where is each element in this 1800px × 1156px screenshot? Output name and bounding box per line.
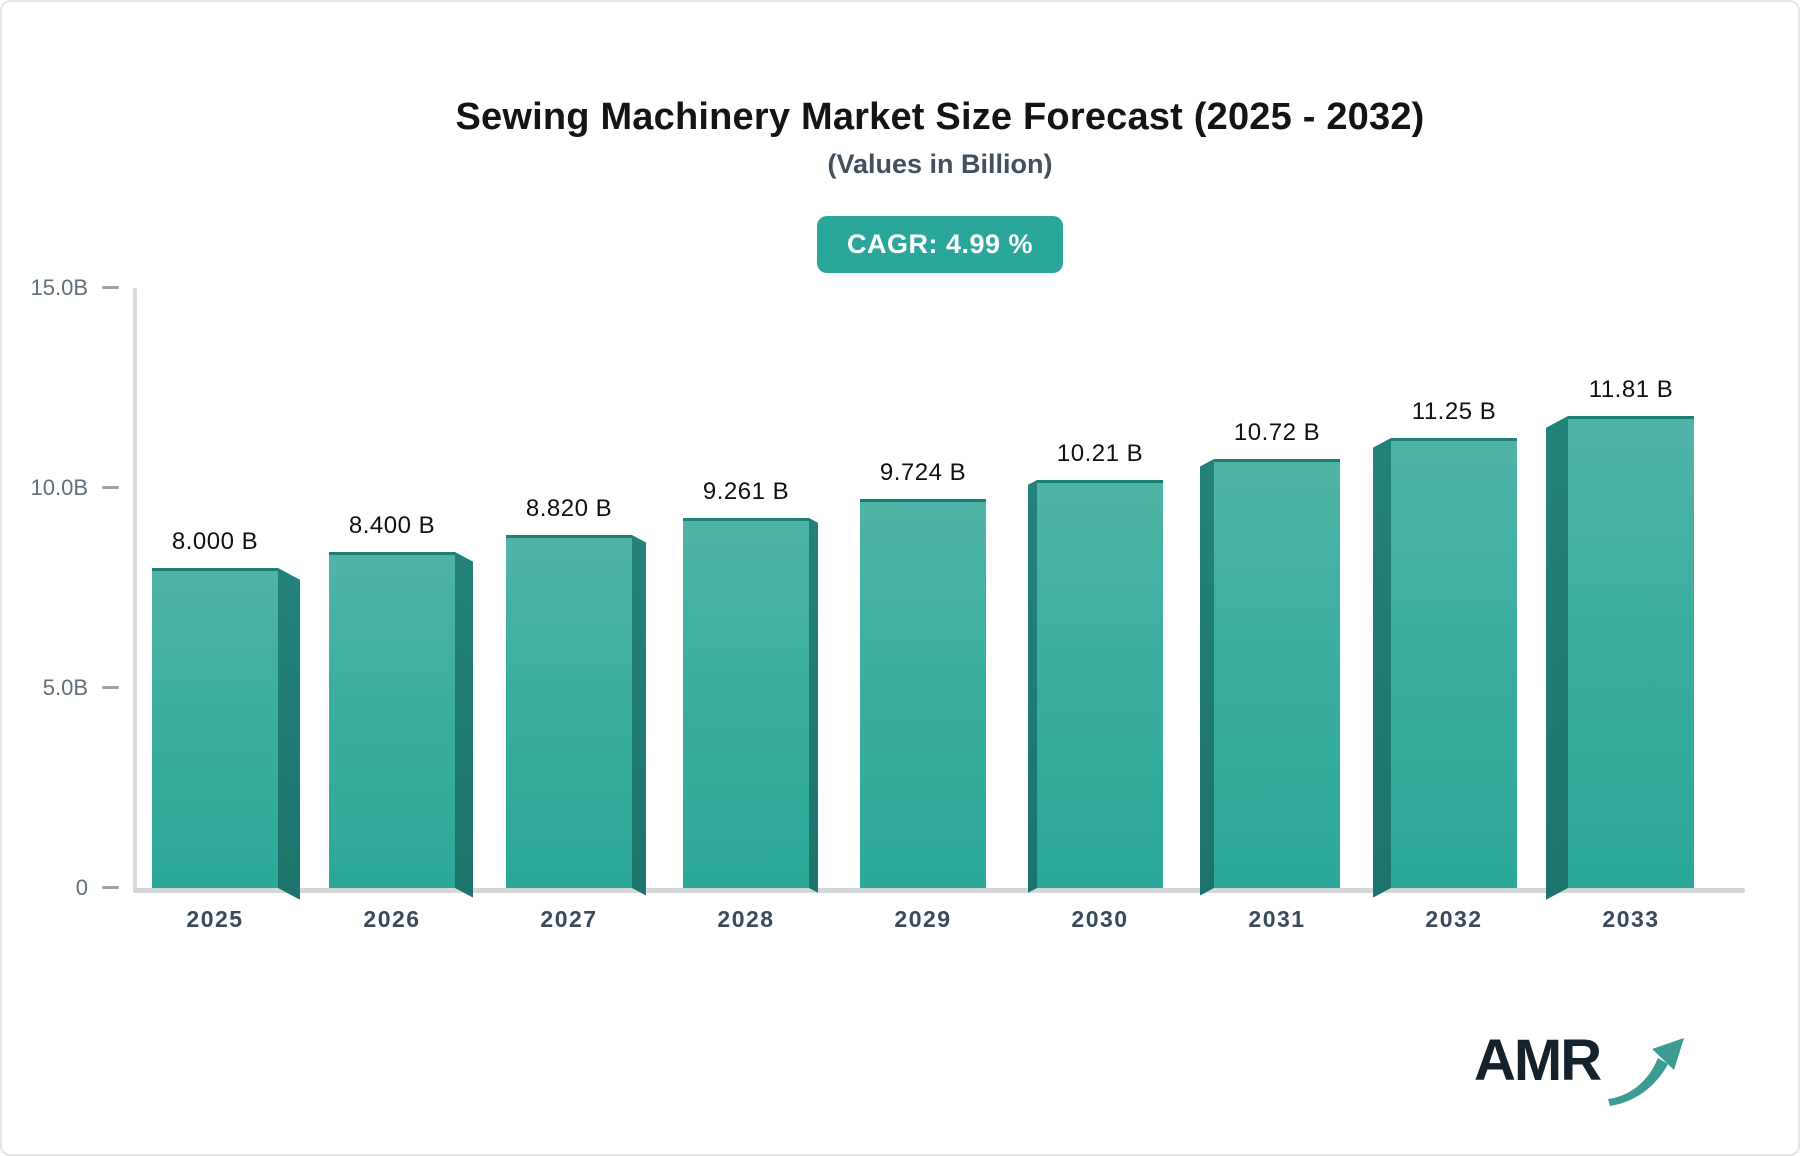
- y-axis-tick-label: 5.0B: [42, 675, 88, 700]
- bar-3d-side: [1028, 479, 1037, 893]
- bar-3d-side: [278, 568, 300, 900]
- bar-value-label: 11.25 B: [1411, 398, 1497, 425]
- bar[interactable]: [152, 568, 278, 888]
- y-axis-tick-mark: [102, 486, 119, 489]
- y-axis-tick-label: 15.0B: [30, 275, 89, 300]
- y-axis-tick-label: 0: [75, 875, 88, 900]
- amr-logo-text: AMR: [1474, 1028, 1602, 1093]
- y-axis-tick-mark: [102, 886, 119, 889]
- chart-subtitle: (Values in Billion): [827, 149, 1053, 179]
- bar-3d-side: [1373, 438, 1391, 898]
- y-axis-tick-mark: [102, 286, 119, 289]
- bar-value-label: 11.81 B: [1588, 375, 1674, 403]
- bar[interactable]: [860, 499, 986, 888]
- bar-3d-side: [809, 517, 818, 893]
- bar-value-label: 8.400 B: [348, 512, 436, 539]
- bar-value-label: 8.820 B: [525, 495, 613, 523]
- x-axis-label: 2030: [1071, 906, 1129, 932]
- bar-3d-side: [1546, 415, 1568, 900]
- y-axis-line: [133, 288, 137, 893]
- x-axis-label: 2025: [186, 906, 244, 932]
- amr-logo: AMR: [1474, 1030, 1704, 1124]
- bar-value-label: 9.261 B: [702, 477, 790, 505]
- x-axis-label: 2026: [363, 906, 421, 932]
- growth-arrow-icon: [1608, 1038, 1684, 1106]
- chart-title: Sewing Machinery Market Size Forecast (2…: [455, 96, 1425, 138]
- bar-3d-side: [632, 535, 646, 896]
- bar[interactable]: [329, 552, 455, 888]
- bar[interactable]: [506, 535, 632, 888]
- y-axis-tick-label: 10.0B: [30, 475, 89, 500]
- x-axis-label: 2033: [1602, 906, 1660, 932]
- bar[interactable]: [683, 517, 809, 888]
- bar-value-label: 10.72 B: [1233, 419, 1321, 447]
- bar[interactable]: [1568, 415, 1694, 888]
- bar[interactable]: [1037, 479, 1163, 888]
- bar-value-label: 9.724 B: [879, 459, 967, 487]
- x-axis-line: [133, 888, 1745, 893]
- y-axis-tick-mark: [102, 686, 119, 689]
- cagr-badge: CAGR: 4.99 %: [816, 216, 1064, 273]
- bar-3d-side: [1200, 459, 1214, 896]
- x-axis-label: 2029: [894, 906, 952, 932]
- bar[interactable]: [1214, 459, 1340, 888]
- x-axis-label: 2027: [540, 906, 598, 932]
- bar[interactable]: [1391, 438, 1517, 888]
- chart-header: Sewing Machinery Market Size Forecast (2…: [78, 94, 1798, 273]
- bar-value-label: 10.21 B: [1056, 439, 1144, 467]
- x-axis-label: 2028: [717, 906, 775, 932]
- bar-3d-side: [455, 552, 473, 898]
- x-axis-label: 2032: [1425, 906, 1483, 932]
- bar-value-label: 8.000 B: [171, 528, 259, 555]
- x-axis-label: 2031: [1248, 906, 1306, 932]
